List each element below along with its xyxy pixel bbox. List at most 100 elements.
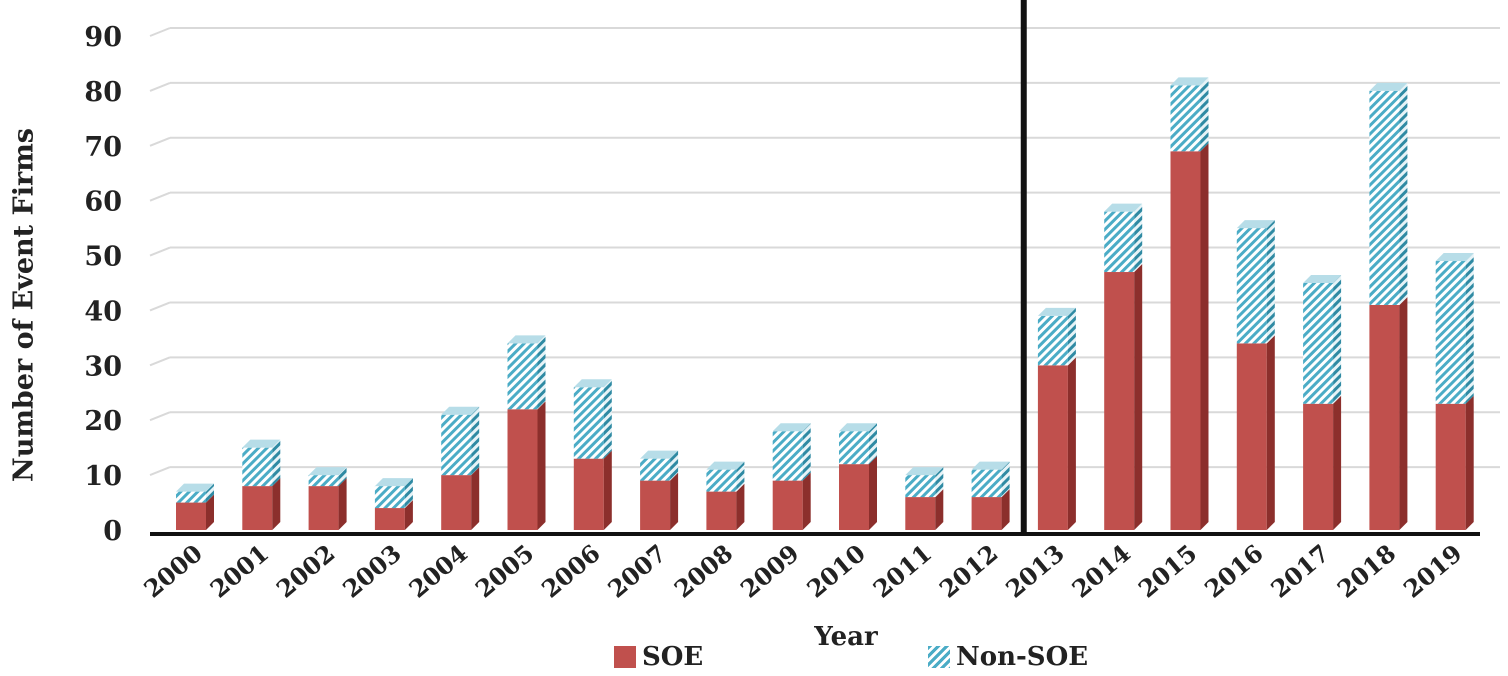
y-tick-label: 40 [84, 296, 122, 327]
bar-soe-side [802, 472, 811, 530]
bar-non-soe-side [935, 467, 944, 498]
bar-soe [971, 497, 1002, 530]
legend-label-non-soe: Non-SOE [956, 642, 1089, 672]
bar-top [706, 461, 745, 470]
bar-soe [176, 502, 206, 530]
bar-soe [1104, 272, 1135, 530]
x-tick-label: 2000 [138, 538, 208, 603]
bar-non-soe [1037, 315, 1068, 366]
gridline-depth [149, 356, 171, 367]
y-tick-label: 0 [103, 516, 122, 547]
bar-top [374, 478, 413, 487]
bar-soe-side [1134, 264, 1143, 530]
x-tick-label: 2019 [1398, 538, 1468, 603]
x-tick-label: 2010 [801, 538, 871, 603]
bar-top [242, 439, 281, 448]
bar-non-soe-side [1001, 461, 1010, 498]
bar-non-soe-side [603, 379, 612, 459]
bar-top [1104, 203, 1143, 212]
x-tick-label: 2003 [337, 538, 407, 603]
bar-soe-side [206, 494, 214, 530]
bar-soe-side [1067, 357, 1076, 530]
bar-top [971, 461, 1010, 470]
bar-non-soe [507, 343, 538, 410]
bar-soe [1236, 343, 1267, 530]
bar-top [573, 379, 612, 388]
bar-non-soe [1435, 261, 1466, 404]
bar-non-soe [1104, 211, 1135, 273]
x-tick-label: 2008 [668, 538, 738, 603]
bar-soe [839, 464, 869, 530]
bar-soe [308, 486, 339, 530]
bar-soe-side [404, 500, 413, 530]
gridline-depth [149, 411, 171, 422]
y-tick-label: 20 [84, 406, 122, 437]
y-tick-label: 90 [84, 22, 122, 53]
legend-swatch-soe [614, 646, 636, 668]
bar-top [1170, 77, 1209, 86]
x-tick-label: 2007 [602, 538, 672, 603]
bar-soe-side [1333, 395, 1342, 530]
bar-non-soe-side [471, 406, 480, 476]
y-tick-label: 80 [84, 77, 122, 108]
y-tick-label: 10 [84, 461, 122, 492]
bar-non-soe-side [869, 423, 877, 465]
bar-top [441, 406, 480, 415]
legend-swatch-non-soe [928, 646, 950, 668]
bar-soe-side [1399, 296, 1408, 530]
bar-soe-side [670, 472, 679, 530]
bar-non-soe-side [736, 461, 745, 492]
bar-soe-side [272, 478, 281, 530]
bar-non-soe [374, 486, 405, 509]
gridline-depth [149, 27, 171, 37]
x-tick-label: 2014 [1066, 538, 1136, 603]
bar-non-soe [308, 475, 339, 487]
bar-non-soe-side [272, 439, 281, 487]
bar-non-soe-side [338, 467, 347, 487]
bar-non-soe [176, 491, 206, 503]
bar-soe-side [1266, 335, 1275, 530]
x-tick-label: 2012 [934, 538, 1004, 603]
bar-non-soe [971, 469, 1002, 498]
gridline-depth [149, 191, 171, 202]
bar-soe [441, 475, 472, 530]
bar-soe [242, 486, 273, 530]
bar-non-soe [242, 447, 273, 487]
bar-non-soe [573, 387, 604, 459]
y-tick-label: 30 [84, 351, 122, 382]
bar-soe-side [935, 489, 944, 530]
x-tick-label: 2011 [867, 538, 937, 603]
gridline-depth [149, 81, 171, 92]
bar-non-soe [905, 475, 936, 498]
bar-non-soe-side [1200, 77, 1209, 152]
bar-non-soe [441, 414, 472, 476]
bar-non-soe-side [1333, 275, 1342, 404]
bar-non-soe-side [802, 423, 811, 481]
bar-soe-side [537, 401, 546, 530]
bar-non-soe [772, 431, 803, 481]
bar-soe [905, 497, 936, 530]
bar-non-soe-side [670, 450, 679, 481]
y-axis-label: Number of Event Firms [8, 128, 40, 482]
y-tick-label: 70 [84, 132, 122, 163]
bar-soe [1170, 151, 1201, 530]
bar-non-soe-side [537, 335, 546, 410]
bar-non-soe [1170, 85, 1201, 152]
bar-top [1303, 275, 1342, 283]
bar-top [1369, 82, 1408, 91]
x-tick-label: 2004 [403, 538, 473, 603]
bar-soe [706, 491, 737, 530]
bar-top [176, 483, 214, 492]
bar-soe-side [471, 467, 480, 530]
x-tick-label: 2018 [1331, 538, 1401, 603]
bar-soe-side [603, 450, 612, 530]
gridline-depth [149, 466, 171, 477]
bar-soe-side [869, 456, 877, 530]
x-tick-label: 2016 [1199, 538, 1269, 603]
bar-top [1037, 307, 1076, 316]
bar-soe [573, 458, 604, 530]
x-axis-ticks: 2000200120022003200420052006200720082009… [138, 538, 1468, 603]
x-tick-label: 2013 [1000, 538, 1070, 603]
gridline-depth [149, 136, 171, 147]
